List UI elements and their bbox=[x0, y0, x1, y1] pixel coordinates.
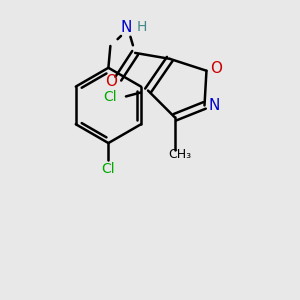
Text: N: N bbox=[121, 20, 132, 34]
Text: O: O bbox=[105, 74, 117, 89]
Text: Cl: Cl bbox=[103, 89, 117, 103]
Text: N: N bbox=[209, 98, 220, 113]
Text: H: H bbox=[137, 20, 147, 34]
Text: O: O bbox=[210, 61, 222, 76]
Text: CH₃: CH₃ bbox=[168, 148, 191, 161]
Text: Cl: Cl bbox=[102, 162, 115, 176]
